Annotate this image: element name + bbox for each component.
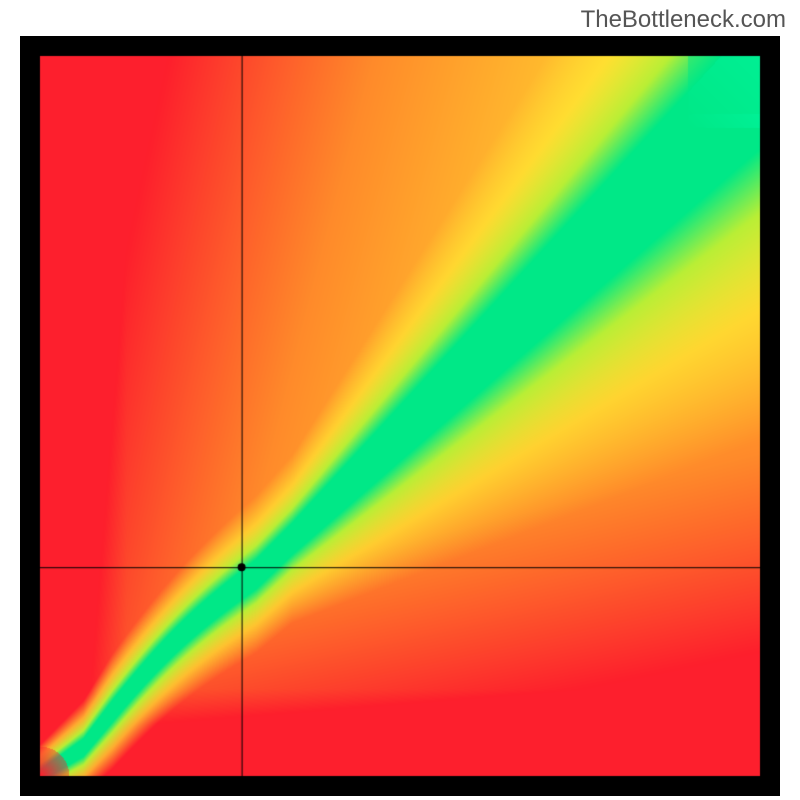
heatmap-chart: [20, 36, 780, 796]
watermark-text: TheBottleneck.com: [581, 6, 786, 34]
heatmap-canvas: [20, 36, 780, 796]
